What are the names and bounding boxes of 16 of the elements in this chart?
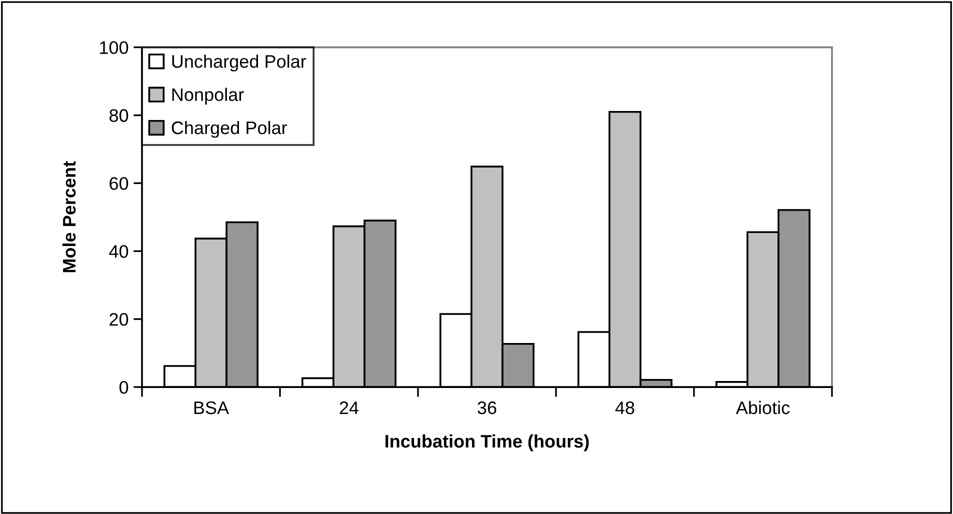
- x-axis-title: Incubation Time (hours): [386, 434, 589, 452]
- legend-label: Uncharged Polar: [172, 54, 306, 72]
- x-tick-label: Abiotic: [736, 400, 790, 414]
- y-tick-label: 80: [110, 109, 128, 122]
- y-tick-label: 100: [100, 41, 128, 54]
- y-tick-label: 0: [119, 380, 128, 394]
- x-tick-label: 24: [340, 401, 359, 414]
- y-tick-label: 20: [110, 313, 128, 326]
- y-axis-title: Mole Percent: [62, 161, 76, 272]
- x-tick-label: 48: [615, 401, 634, 414]
- legend-label: Nonpolar: [172, 88, 244, 105]
- x-tick-label: BSA: [194, 401, 230, 414]
- legend-label: Charged Polar: [172, 120, 288, 138]
- y-tick-label: 40: [109, 245, 128, 258]
- x-tick-label: 36: [478, 401, 496, 414]
- y-tick-label: 60: [110, 177, 128, 190]
